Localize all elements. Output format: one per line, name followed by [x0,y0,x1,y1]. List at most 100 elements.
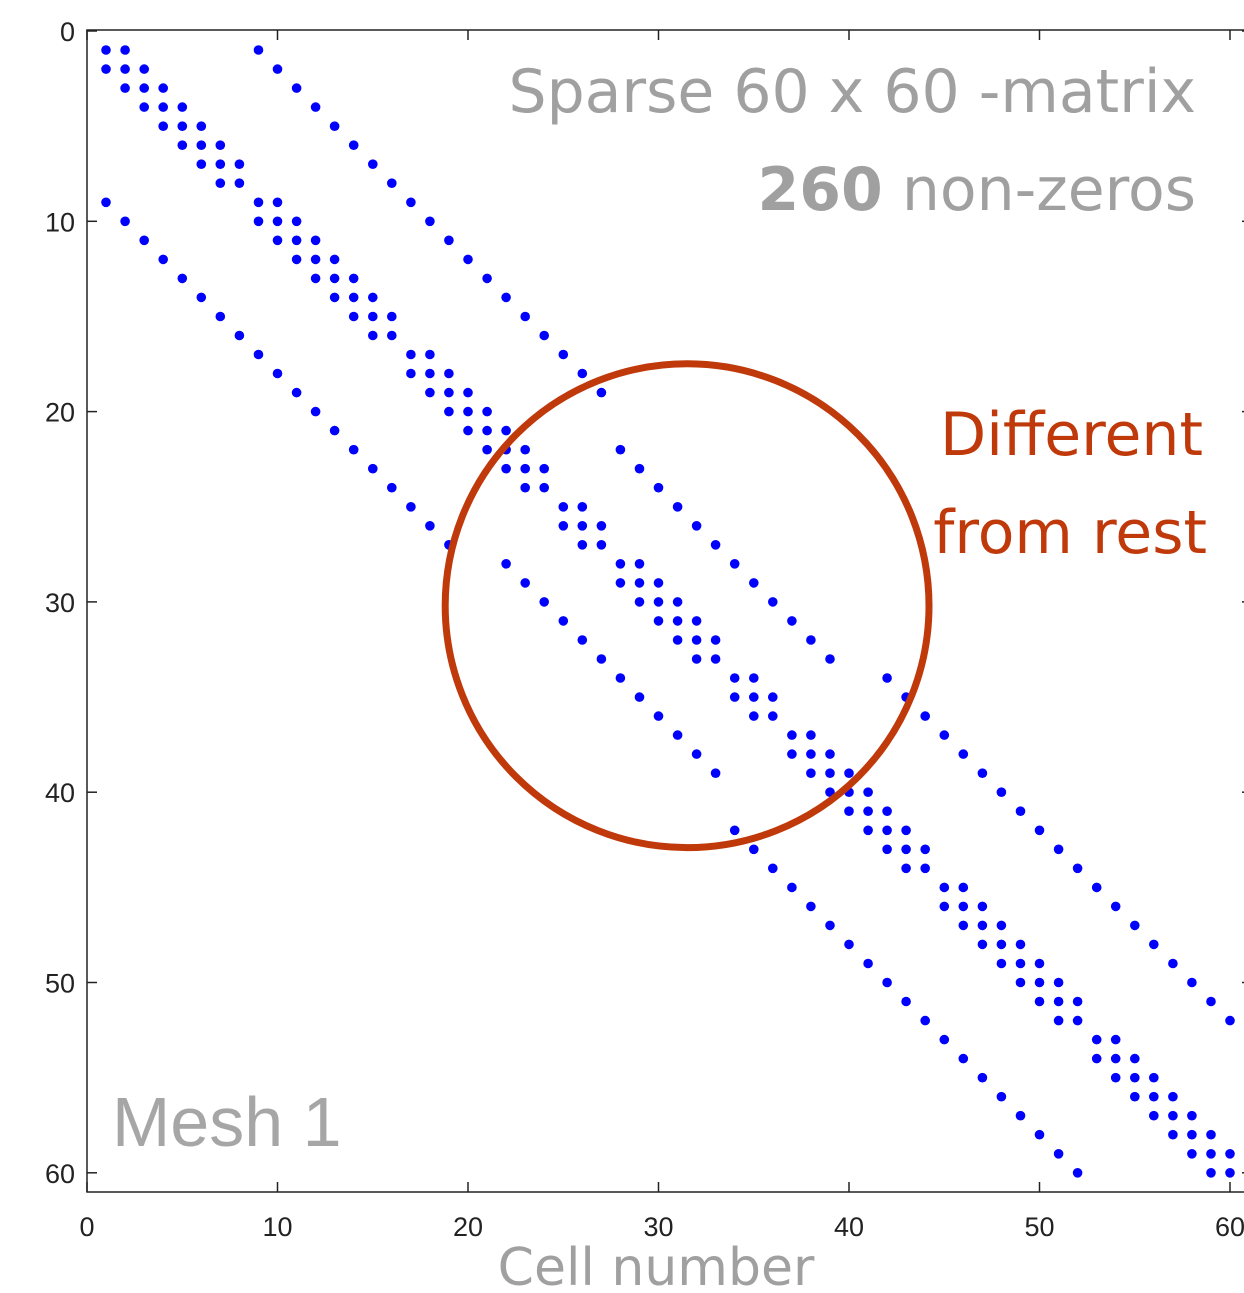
nonzero-point [596,540,607,550]
nonzero-point [958,901,969,912]
nonzero-point [1034,1129,1045,1140]
nonzero-point [806,768,816,778]
nonzero-point [844,939,854,950]
y-tick-label: 10 [45,207,75,237]
nonzero-point [1015,806,1026,816]
nonzero-point [539,482,549,493]
nonzero-point [348,444,359,455]
nonzero-point [958,1053,969,1064]
nonzero-point [272,368,283,379]
x-axis-label: Cell number [498,1238,815,1293]
nonzero-point [653,711,664,721]
nonzero-point [101,64,111,74]
nonzero-point [1072,1015,1083,1026]
nonzero-point [863,787,873,797]
nonzero-point [329,273,340,284]
nonzero-point [825,920,835,931]
nonzero-point [1130,1091,1140,1102]
nonzero-point [139,235,149,246]
nonzero-point [348,273,359,284]
nonzero-point [387,482,397,493]
nonzero-point [158,102,168,112]
nonzero-point [615,673,626,683]
nonzero-point [977,939,988,950]
nonzero-point [1091,882,1102,893]
nonzero-point [463,254,473,265]
nonzero-point [863,825,873,836]
nonzero-point [482,425,492,436]
nonzero-point [806,730,816,740]
nonzero-point [634,692,645,702]
nonzero-point [1034,996,1045,1007]
nonzero-point [920,711,930,721]
nonzero-point [996,920,1007,931]
nonzero-point [825,768,835,778]
nonzero-point [253,216,264,227]
nonzero-point [501,463,511,474]
nonzero-point [787,616,797,626]
nonzero-point [729,559,740,569]
nonzero-point [901,844,911,855]
nonzero-point [520,578,530,588]
nonzero-point [348,140,359,150]
nonzero-point [1015,939,1026,950]
nonzero-point [977,920,988,931]
y-tick-label: 30 [45,588,75,618]
nonzero-point [768,597,778,607]
nonzeros-count: 260 [758,155,883,225]
nonzero-point [882,844,892,855]
nonzero-point [634,578,645,588]
highlight-annotation-line2: from rest [933,498,1207,568]
nonzero-point [1110,901,1121,912]
nonzero-point [634,463,645,474]
nonzero-point [882,673,892,683]
nonzero-point [672,616,683,626]
y-tick-label: 20 [45,398,75,428]
nonzero-point [196,159,207,169]
nonzero-point [1225,1149,1235,1159]
nonzero-point [768,863,778,874]
nonzero-point [329,121,340,131]
nonzero-point [444,387,454,398]
nonzero-point [596,387,607,398]
nonzero-point [996,939,1007,950]
nonzero-point [749,711,759,721]
y-tick-label: 40 [45,778,75,808]
nonzero-point [901,863,911,874]
nonzero-point [387,311,397,322]
nonzero-point [882,977,892,988]
nonzero-point [291,387,302,398]
nonzero-point [1015,958,1026,969]
nonzero-point [882,825,892,836]
nonzero-point [1034,825,1045,836]
nonzero-point [215,140,226,150]
nonzero-point [272,216,283,227]
nonzero-point [710,540,721,550]
nonzero-point [1149,1091,1159,1102]
nonzero-point [368,292,378,303]
nonzero-point [939,901,950,912]
nonzero-point [577,521,588,531]
nonzero-point [158,83,168,93]
nonzero-point [520,311,530,322]
nonzero-point [806,749,816,759]
nonzero-point [348,292,359,303]
nonzero-point [406,502,416,512]
nonzero-point [120,216,130,227]
nonzero-point [691,521,702,531]
nonzero-point [139,83,149,93]
nonzero-point [291,254,302,265]
nonzero-point [272,235,283,246]
nonzero-point [1034,977,1045,988]
nonzero-point [596,654,607,664]
nonzero-point [1053,1149,1064,1159]
nonzero-point [729,673,740,683]
nonzero-point [672,597,683,607]
mesh-label: Mesh 1 [112,1083,342,1161]
nonzero-point [653,597,664,607]
nonzero-point [539,597,549,607]
nonzero-point [1187,1110,1197,1121]
nonzero-point [977,768,988,778]
nonzero-point [729,692,740,702]
